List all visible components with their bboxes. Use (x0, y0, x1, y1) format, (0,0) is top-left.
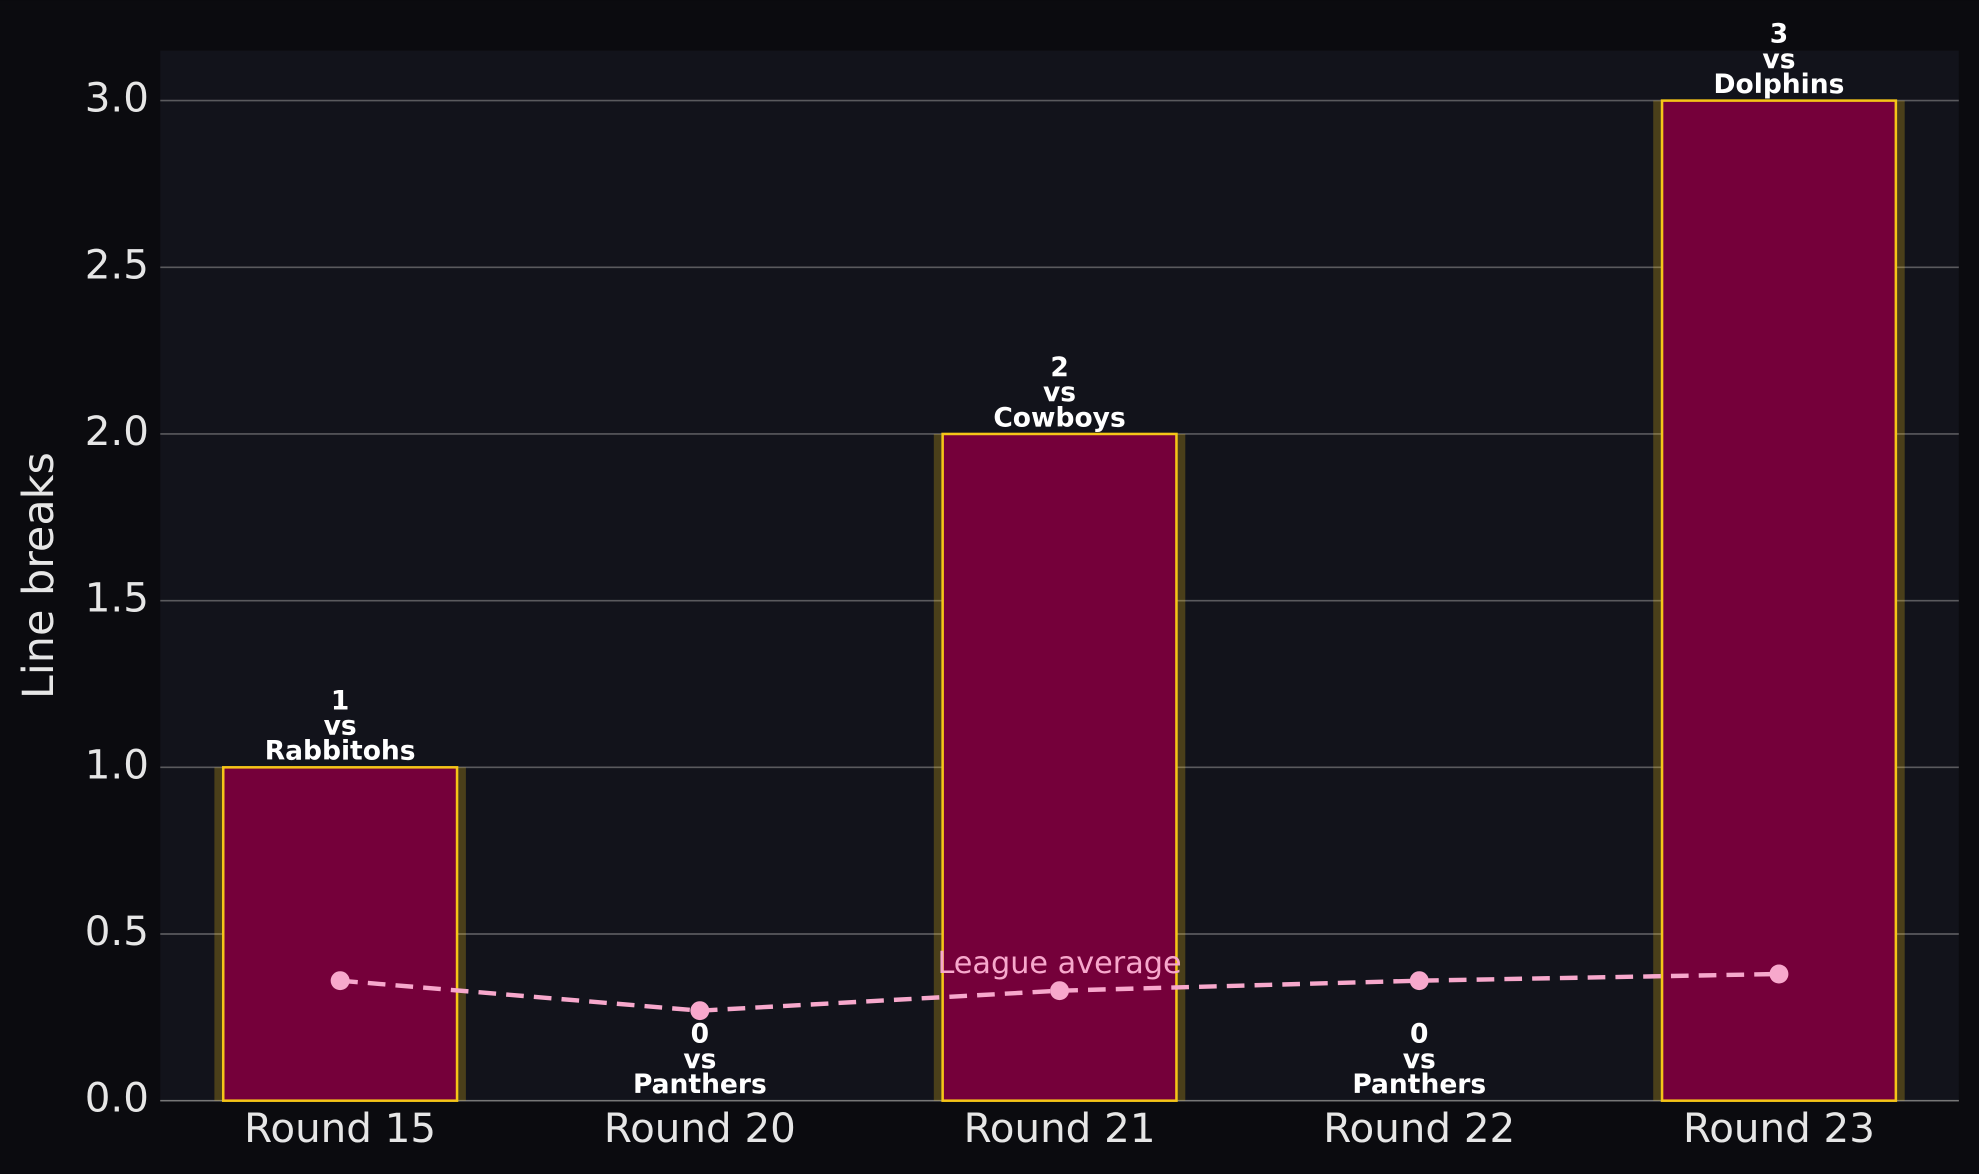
data-label-joiner: vs (1403, 1044, 1436, 1075)
y-tick-label: 2.0 (85, 408, 149, 455)
y-tick-label: 1.0 (85, 741, 149, 788)
data-label-joiner: vs (683, 1044, 716, 1075)
x-tick-label: Round 20 (604, 1105, 796, 1152)
data-label-joiner: vs (1762, 44, 1795, 75)
x-tick-label: Round 22 (1323, 1105, 1515, 1152)
y-tick-label: 3.0 (85, 75, 149, 122)
average-annotation: League average (937, 946, 1181, 981)
y-tick-label: 1.5 (85, 575, 149, 622)
average-point (690, 1001, 710, 1021)
average-line (339, 971, 1779, 1013)
average-point (330, 971, 350, 991)
data-label-opponent: Dolphins (1714, 69, 1845, 100)
bar (221, 766, 459, 1102)
average-point (1050, 981, 1070, 1001)
average-point (1409, 971, 1429, 991)
bar (941, 432, 1178, 1102)
y-tick-label: 0.5 (85, 908, 149, 955)
x-tick-label: Round 21 (964, 1105, 1156, 1152)
x-tick-label: Round 23 (1683, 1105, 1875, 1152)
data-label-opponent: Panthers (1352, 1069, 1486, 1100)
data-label-value: 0 (1410, 1019, 1428, 1050)
data-label-joiner: vs (324, 711, 357, 742)
data-label-value: 2 (1050, 352, 1068, 383)
data-label-value: 3 (1770, 19, 1788, 50)
data-label-joiner: vs (1043, 377, 1076, 408)
y-tick-label: 0.0 (85, 1075, 149, 1122)
x-tick-label: Round 15 (244, 1105, 436, 1152)
y-tick-label: 2.5 (85, 241, 149, 288)
bar (1660, 99, 1898, 1102)
data-label-opponent: Cowboys (993, 402, 1125, 433)
data-label-opponent: Rabbitohs (265, 736, 416, 767)
data-label-value: 1 (331, 685, 349, 716)
y-axis-label: Line breaks (14, 452, 64, 699)
data-label-opponent: Panthers (633, 1069, 767, 1100)
data-label-value: 0 (691, 1019, 709, 1050)
average-point (1769, 964, 1789, 984)
